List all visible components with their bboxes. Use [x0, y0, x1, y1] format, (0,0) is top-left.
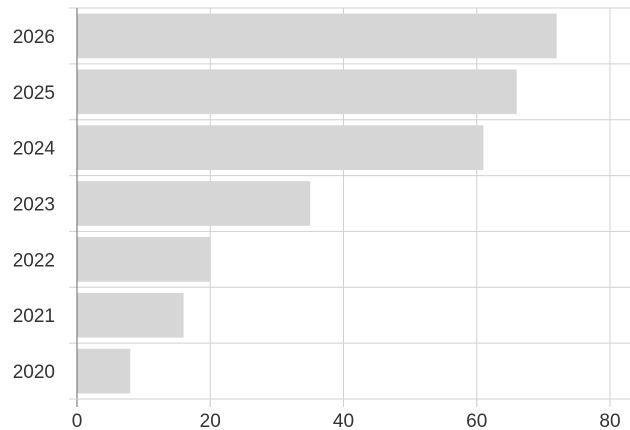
x-tick-labels: 0 20 40 60 80 [72, 411, 621, 430]
y-tick-label: 2021 [13, 306, 55, 327]
bar-2020 [77, 348, 131, 394]
y-tick-labels: 2020 2021 2022 2023 2024 2025 2026 [13, 27, 56, 383]
x-tick-label: 40 [333, 411, 354, 430]
x-tick-label: 60 [466, 411, 487, 430]
y-tick-label: 2024 [13, 139, 56, 160]
x-tick-label: 0 [72, 411, 83, 430]
bar-2025 [77, 69, 517, 115]
bar-2022 [77, 237, 211, 282]
bar-2021 [77, 292, 184, 338]
x-tick-label: 20 [200, 411, 221, 430]
y-tick-label: 2026 [13, 27, 55, 48]
bar-2024 [77, 125, 484, 170]
y-tick-label: 2020 [13, 362, 55, 383]
x-tick-label: 80 [599, 411, 620, 430]
axes [69, 8, 630, 407]
y-tick-label: 2025 [13, 83, 55, 104]
bars [77, 13, 557, 394]
y-tick-label: 2023 [13, 195, 55, 216]
bar-2026 [77, 13, 557, 59]
bar-2023 [77, 181, 311, 226]
y-tick-label: 2022 [13, 250, 55, 271]
